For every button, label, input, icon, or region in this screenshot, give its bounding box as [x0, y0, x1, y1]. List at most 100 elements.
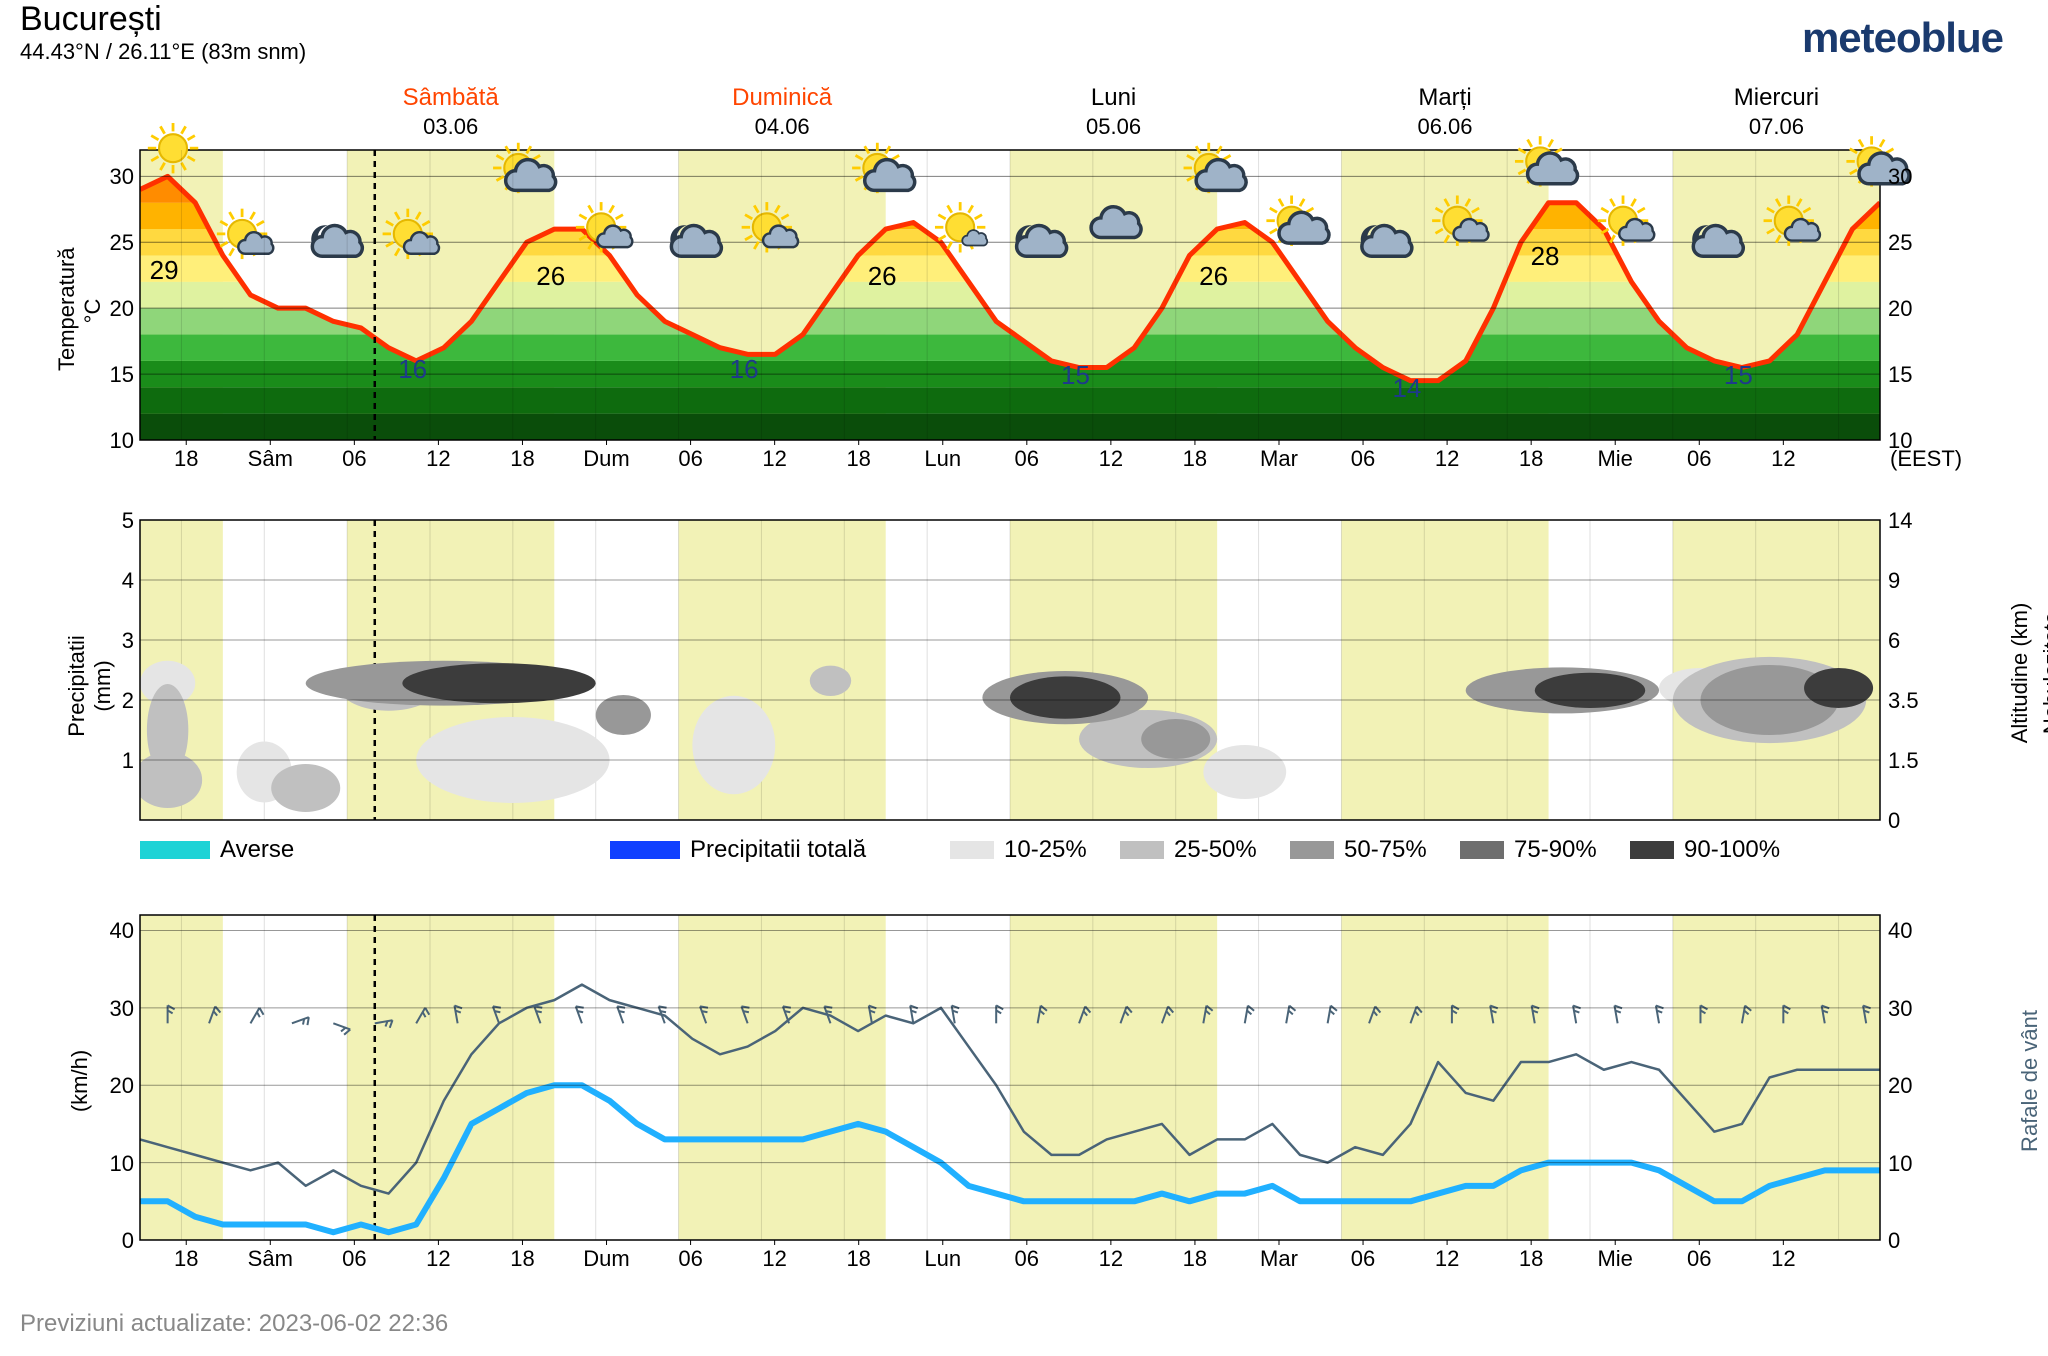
- x-tick: Mar: [1249, 1246, 1309, 1272]
- altitude-axis-label: Altitudine (km): [2007, 593, 2033, 753]
- legend-cloud-label: 10-25%: [1004, 836, 1087, 864]
- x-tick: 18: [1165, 446, 1225, 472]
- x-tick: 18: [1501, 1246, 1561, 1272]
- legend-cloud-label: 90-100%: [1684, 836, 1780, 864]
- legend-cloud-label: 50-75%: [1344, 836, 1427, 864]
- temp-low-label: 16: [730, 354, 759, 385]
- wind-ytick: 10: [98, 1151, 134, 1177]
- legend-cloud-band: 75-90%: [1460, 836, 1597, 864]
- day-header-date: 04.06: [742, 114, 822, 140]
- precip-axis-label: Precipitatii(mm): [64, 616, 116, 756]
- temp-ytick: 30: [98, 164, 134, 190]
- temp-high-label: 28: [1531, 241, 1560, 272]
- x-tick: Mar: [1249, 446, 1309, 472]
- wind-ytick-r: 20: [1888, 1073, 1912, 1099]
- wind-ytick: 40: [98, 918, 134, 944]
- x-tick: Sâm: [240, 1246, 300, 1272]
- x-tick: Mie: [1585, 446, 1645, 472]
- temp-low-label: 15: [1724, 360, 1753, 391]
- legend-showers: Averse: [140, 836, 294, 864]
- temp-high-label: 29: [150, 255, 179, 286]
- altitude-ytick: 6: [1888, 628, 1900, 654]
- gust-axis-label: Rafale de vânt: [2017, 991, 2043, 1171]
- x-tick: Dum: [577, 1246, 637, 1272]
- day-header-date: 05.06: [1074, 114, 1154, 140]
- x-tick: 06: [1669, 1246, 1729, 1272]
- altitude-ytick: 1.5: [1888, 748, 1919, 774]
- x-tick: 12: [1081, 446, 1141, 472]
- day-header-name: Sâmbătă: [371, 84, 531, 112]
- x-tick: Lun: [913, 446, 973, 472]
- x-tick: 12: [408, 1246, 468, 1272]
- x-tick: Lun: [913, 1246, 973, 1272]
- update-timestamp: Previziuni actualizate: 2023-06-02 22:36: [20, 1310, 448, 1338]
- day-header-date: 03.06: [411, 114, 491, 140]
- altitude-ytick: 3.5: [1888, 688, 1919, 714]
- x-tick: Sâm: [240, 446, 300, 472]
- legend-total-precip: Precipitatii totală: [610, 836, 866, 864]
- day-header-date: 07.06: [1736, 114, 1816, 140]
- day-header-name: Duminică: [702, 84, 862, 112]
- day-header-name: Marți: [1365, 84, 1525, 112]
- x-tick: 18: [1501, 446, 1561, 472]
- day-header-date: 06.06: [1405, 114, 1485, 140]
- altitude-ytick: 9: [1888, 568, 1900, 594]
- x-tick: 06: [1669, 446, 1729, 472]
- wind-ytick-r: 0: [1888, 1228, 1900, 1254]
- day-header-name: Miercuri: [1696, 84, 1856, 112]
- x-tick: 18: [156, 446, 216, 472]
- x-tick: 18: [492, 446, 552, 472]
- x-tick: 06: [997, 446, 1057, 472]
- precip-ytick: 4: [108, 568, 134, 594]
- wind-ytick: 20: [98, 1073, 134, 1099]
- legend-showers-label: Averse: [220, 836, 294, 864]
- x-tick: 12: [408, 446, 468, 472]
- legend-cloud-band: 10-25%: [950, 836, 1087, 864]
- legend-cloud-band: 50-75%: [1290, 836, 1427, 864]
- x-tick: 06: [324, 1246, 384, 1272]
- legend-cloud-band: 90-100%: [1630, 836, 1780, 864]
- wind-axis-label: (km/h): [67, 1031, 93, 1131]
- altitude-ytick: 0: [1888, 808, 1900, 834]
- x-tick: 06: [661, 1246, 721, 1272]
- x-tick: Mie: [1585, 1246, 1645, 1272]
- temp-high-label: 26: [536, 261, 565, 292]
- temp-ytick-r: 30: [1888, 164, 1912, 190]
- x-tick: 06: [1333, 1246, 1393, 1272]
- temp-high-label: 26: [1199, 261, 1228, 292]
- x-tick: 18: [492, 1246, 552, 1272]
- precip-ytick: 5: [108, 508, 134, 534]
- legend-total-label: Precipitatii totală: [690, 836, 866, 864]
- wind-ytick: 0: [98, 1228, 134, 1254]
- x-tick: 18: [829, 1246, 889, 1272]
- x-tick: 12: [1081, 1246, 1141, 1272]
- x-tick: 18: [829, 446, 889, 472]
- temp-ytick-r: 20: [1888, 296, 1912, 322]
- temp-ytick: 10: [98, 428, 134, 454]
- x-tick: 12: [1753, 446, 1813, 472]
- temp-ytick-r: 15: [1888, 362, 1912, 388]
- timezone-label: (EEST): [1890, 446, 1962, 472]
- chart-svg: [0, 0, 2048, 1356]
- x-tick: 06: [324, 446, 384, 472]
- altitude-ytick: 14: [1888, 508, 1912, 534]
- x-tick: Dum: [577, 446, 637, 472]
- temp-low-label: 16: [398, 354, 427, 385]
- legend-cloud-band: 25-50%: [1120, 836, 1257, 864]
- temp-high-label: 26: [868, 261, 897, 292]
- x-tick: 12: [1417, 446, 1477, 472]
- temp-ytick-r: 25: [1888, 230, 1912, 256]
- legend-cloud-label: 75-90%: [1514, 836, 1597, 864]
- temp-low-label: 14: [1392, 373, 1421, 404]
- wind-ytick-r: 10: [1888, 1151, 1912, 1177]
- cloudiness-axis-label: Nebulozitate: [2039, 593, 2048, 753]
- x-tick: 12: [1753, 1246, 1813, 1272]
- x-tick: 18: [1165, 1246, 1225, 1272]
- x-tick: 06: [1333, 446, 1393, 472]
- x-tick: 12: [745, 1246, 805, 1272]
- wind-ytick-r: 30: [1888, 996, 1912, 1022]
- temp-low-label: 15: [1061, 360, 1090, 391]
- x-tick: 06: [997, 1246, 1057, 1272]
- x-tick: 12: [1417, 1246, 1477, 1272]
- x-tick: 18: [156, 1246, 216, 1272]
